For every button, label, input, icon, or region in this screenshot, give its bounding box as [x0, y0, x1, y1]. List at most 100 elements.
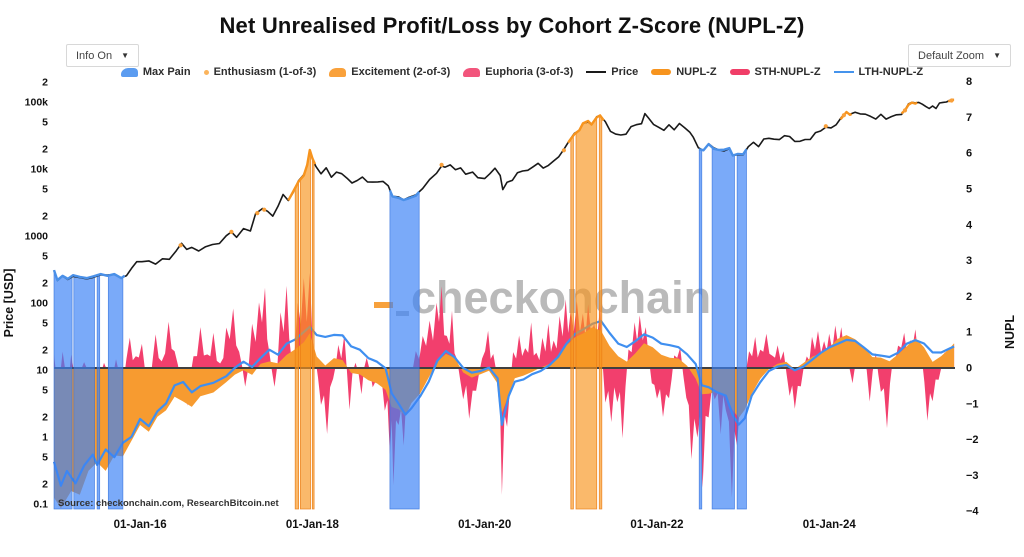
- nupl-axis-tick: −1: [966, 398, 979, 410]
- max-pain-band: [107, 273, 124, 510]
- price-axis-tick: 10: [36, 365, 48, 377]
- nupl-axis-tick: 1: [966, 327, 972, 339]
- price-axis-tick: 5: [42, 452, 48, 464]
- price-axis-tick: 1: [42, 432, 48, 444]
- nupl-axis-tick: 8: [966, 76, 972, 88]
- max-pain-price-segment: [388, 189, 421, 202]
- legend-item-excitement-2-of-3[interactable]: Excitement (2-of-3): [329, 66, 450, 78]
- price-axis-tick: 2: [42, 411, 48, 423]
- nupl-axis-title: NUPL: [1003, 315, 1017, 349]
- max-pain-band: [73, 274, 95, 510]
- enthusiasm-marker-icon: [841, 113, 847, 118]
- enthusiasm-marker-icon: [262, 207, 267, 212]
- legend-swatch-icon: [463, 67, 481, 77]
- excitement-band: [575, 116, 598, 510]
- nupl-axis-tick: −3: [966, 470, 979, 482]
- zoom-dropdown-label: Default Zoom: [918, 49, 985, 62]
- legend-swatch-icon: [120, 67, 138, 77]
- legend-item-sth-nupl-z[interactable]: STH-NUPL-Z: [729, 66, 821, 78]
- enthusiasm-marker-icon: [902, 108, 908, 113]
- nupl-axis-tick: 3: [966, 255, 972, 267]
- legend-label: Euphoria (3-of-3): [485, 66, 574, 78]
- excitement-price-segment: [567, 114, 605, 144]
- price-axis-tick: 5: [42, 318, 48, 330]
- legend-item-price[interactable]: Price: [586, 66, 638, 78]
- enthusiasm-marker-icon: [439, 162, 444, 167]
- price-axis-tick: 100k: [25, 97, 49, 109]
- excitement-band: [300, 149, 312, 510]
- price-axis-tick: 2: [42, 478, 48, 490]
- legend-swatch-icon: [729, 69, 750, 75]
- legend-label: Excitement (2-of-3): [351, 66, 451, 78]
- nupl-axis-tick: −4: [966, 506, 979, 518]
- date-axis-tick: 01-Jan-24: [803, 519, 857, 531]
- excitement-band: [312, 158, 315, 510]
- enthusiasm-marker-icon: [255, 211, 260, 216]
- date-axis-tick: 01-Jan-16: [114, 519, 167, 531]
- enthusiasm-marker-icon: [949, 98, 954, 103]
- legend-label: LTH-NUPL-Z: [858, 66, 924, 78]
- price-axis-tick: 2: [42, 143, 48, 155]
- excitement-price-segment: [287, 148, 317, 201]
- nupl-axis-tick: 0: [966, 363, 972, 375]
- max-pain-price-segment: [698, 142, 748, 157]
- price-line: [53, 98, 954, 282]
- price-axis-tick: 1000: [25, 231, 49, 243]
- excitement-price-segment: [839, 110, 853, 121]
- price-axis-tick: 100: [30, 298, 48, 310]
- legend-item-euphoria-3-of-3[interactable]: Euphoria (3-of-3): [463, 66, 573, 78]
- price-axis-tick: 5: [42, 251, 48, 263]
- price-axis-tick: 2: [42, 344, 48, 356]
- legend-label: STH-NUPL-Z: [754, 66, 821, 78]
- lth-nupl-z-line: [52, 319, 955, 487]
- max-pain-price-segment: [52, 269, 126, 282]
- legend-swatch-icon: [329, 67, 347, 77]
- watermark-text: checkonchain: [411, 272, 712, 323]
- price-axis-tick: 10k: [30, 164, 48, 176]
- nupl-axis-tick: 7: [966, 112, 972, 124]
- date-axis-tick: 01-Jan-22: [630, 519, 683, 531]
- enthusiasm-marker-icon: [823, 124, 828, 129]
- legend-swatch-icon: [651, 69, 672, 75]
- checkonchain-watermark: checkonchain: [374, 272, 711, 324]
- enthusiasm-marker-icon: [229, 229, 234, 234]
- max-pain-band: [389, 190, 420, 510]
- enthusiasm-marker-icon: [561, 148, 567, 153]
- legend-item-lth-nupl-z[interactable]: LTH-NUPL-Z: [833, 66, 924, 78]
- date-axis-tick: 01-Jan-18: [286, 519, 340, 531]
- info-dropdown[interactable]: Info On ▼: [66, 44, 139, 67]
- price-axis-tick: 5: [42, 117, 48, 129]
- excitement-band: [570, 134, 574, 510]
- legend-swatch-icon: [203, 69, 209, 75]
- price-axis-tick: 2: [42, 277, 48, 289]
- legend-label: Enthusiasm (1-of-3): [213, 66, 317, 78]
- price-axis-tick: 5: [42, 184, 48, 196]
- max-pain-band: [711, 146, 735, 510]
- zoom-dropdown[interactable]: Default Zoom ▼: [908, 44, 1011, 67]
- price-axis-tick: 5: [42, 385, 48, 397]
- source-note: Source: checkonchain.com, ResearchBitcoi…: [58, 498, 279, 509]
- nupl-axis-tick: 2: [966, 291, 972, 303]
- enthusiasm-marker-icon: [178, 243, 183, 248]
- excitement-band: [598, 114, 603, 510]
- price-axis-tick: 2: [42, 76, 48, 88]
- nupl-axis-tick: 6: [966, 148, 972, 160]
- info-dropdown-label: Info On: [76, 49, 113, 62]
- chevron-down-icon: ▼: [993, 51, 1001, 60]
- legend-label: Price: [611, 66, 639, 78]
- price-axis-title: Price [USD]: [2, 269, 16, 338]
- legend-item-nupl-z[interactable]: NUPL-Z: [651, 66, 717, 78]
- legend-item-enthusiasm-1-of-3[interactable]: Enthusiasm (1-of-3): [203, 66, 317, 78]
- watermark-dash-icon: [374, 302, 393, 308]
- nupl-axis-tick: 4: [966, 219, 973, 231]
- chevron-down-icon: ▼: [121, 51, 129, 60]
- max-pain-band: [53, 269, 73, 510]
- date-axis-tick: 01-Jan-20: [458, 519, 511, 531]
- legend-item-max-pain[interactable]: Max Pain: [120, 66, 191, 78]
- price-axis-tick: 0.1: [33, 499, 48, 511]
- chart-legend: Max Pain Enthusiasm (1-of-3) Excitement (2…: [60, 66, 984, 78]
- price-axis-tick: 2: [42, 210, 48, 222]
- legend-swatch-icon: [833, 70, 854, 74]
- max-pain-band: [96, 273, 101, 510]
